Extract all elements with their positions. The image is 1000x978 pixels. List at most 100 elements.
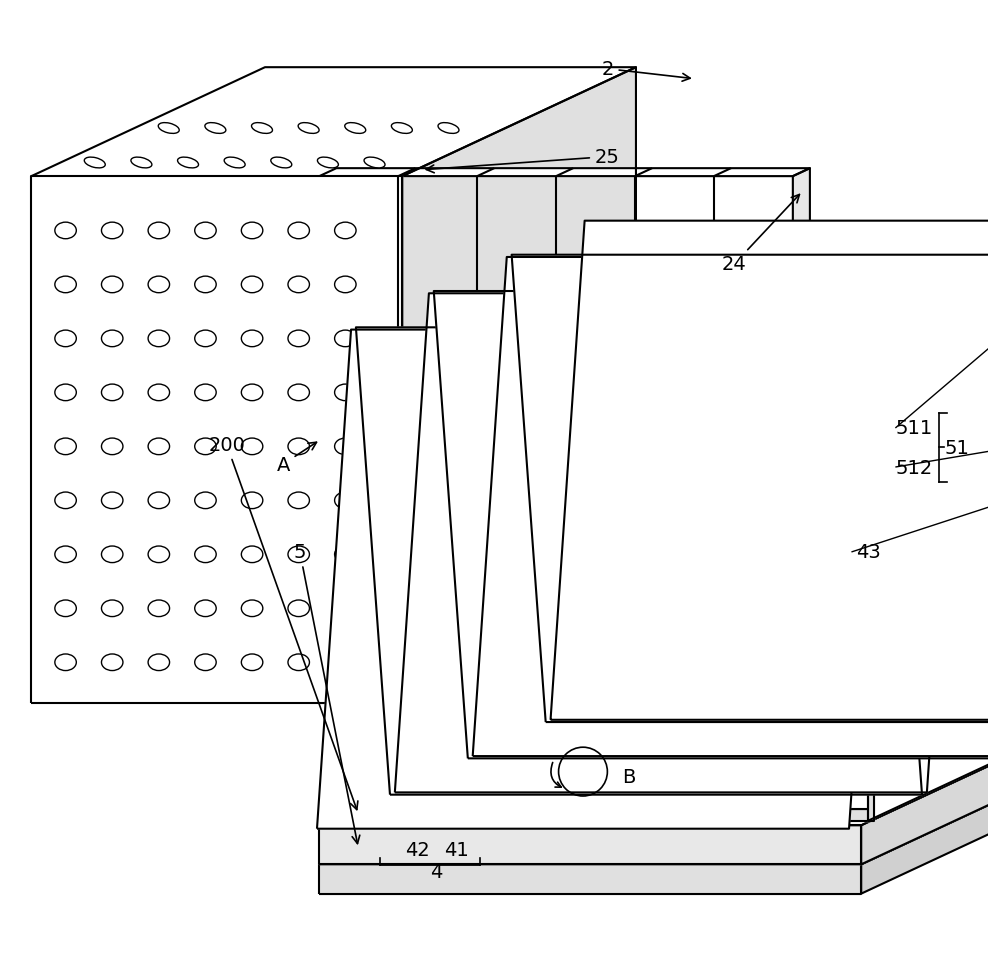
Polygon shape bbox=[319, 825, 861, 865]
Ellipse shape bbox=[148, 654, 170, 671]
Ellipse shape bbox=[55, 223, 76, 240]
Ellipse shape bbox=[101, 331, 123, 347]
Polygon shape bbox=[329, 809, 871, 821]
Text: B: B bbox=[622, 767, 635, 786]
Polygon shape bbox=[319, 177, 793, 703]
Ellipse shape bbox=[195, 654, 216, 671]
Ellipse shape bbox=[241, 438, 263, 455]
Ellipse shape bbox=[101, 600, 123, 617]
Text: 51: 51 bbox=[944, 438, 969, 458]
Ellipse shape bbox=[101, 493, 123, 510]
Ellipse shape bbox=[195, 331, 216, 347]
Polygon shape bbox=[31, 68, 636, 177]
Ellipse shape bbox=[241, 277, 263, 293]
Ellipse shape bbox=[335, 600, 356, 617]
Ellipse shape bbox=[241, 223, 263, 240]
Ellipse shape bbox=[288, 384, 309, 401]
Ellipse shape bbox=[55, 331, 76, 347]
Ellipse shape bbox=[84, 157, 105, 169]
Text: 43: 43 bbox=[856, 543, 881, 562]
Ellipse shape bbox=[288, 547, 309, 563]
Text: 24: 24 bbox=[722, 196, 799, 274]
Polygon shape bbox=[402, 68, 636, 703]
Ellipse shape bbox=[205, 123, 226, 134]
Ellipse shape bbox=[317, 157, 338, 169]
Ellipse shape bbox=[195, 600, 216, 617]
Polygon shape bbox=[319, 746, 1000, 865]
Ellipse shape bbox=[335, 438, 356, 455]
Ellipse shape bbox=[335, 654, 356, 671]
Ellipse shape bbox=[241, 547, 263, 563]
Ellipse shape bbox=[335, 331, 356, 347]
Ellipse shape bbox=[271, 157, 292, 169]
Ellipse shape bbox=[55, 438, 76, 455]
Polygon shape bbox=[512, 255, 1000, 723]
Ellipse shape bbox=[288, 493, 309, 510]
Ellipse shape bbox=[195, 223, 216, 240]
Ellipse shape bbox=[241, 493, 263, 510]
Text: 4: 4 bbox=[430, 862, 443, 881]
Ellipse shape bbox=[101, 438, 123, 455]
Ellipse shape bbox=[252, 123, 272, 134]
Ellipse shape bbox=[288, 331, 309, 347]
Polygon shape bbox=[473, 258, 1000, 756]
Polygon shape bbox=[317, 331, 883, 828]
Text: 2: 2 bbox=[601, 61, 690, 82]
Polygon shape bbox=[356, 328, 922, 795]
Ellipse shape bbox=[101, 654, 123, 671]
Polygon shape bbox=[871, 700, 1000, 821]
Ellipse shape bbox=[195, 493, 216, 510]
Text: 42: 42 bbox=[405, 840, 429, 860]
Ellipse shape bbox=[288, 438, 309, 455]
Ellipse shape bbox=[148, 600, 170, 617]
Ellipse shape bbox=[55, 600, 76, 617]
Ellipse shape bbox=[195, 438, 216, 455]
Text: 5: 5 bbox=[294, 543, 360, 844]
Ellipse shape bbox=[298, 123, 319, 134]
Ellipse shape bbox=[335, 493, 356, 510]
Ellipse shape bbox=[345, 123, 366, 134]
Polygon shape bbox=[319, 865, 861, 894]
Ellipse shape bbox=[335, 384, 356, 401]
Text: 511: 511 bbox=[895, 419, 933, 438]
Ellipse shape bbox=[195, 384, 216, 401]
Polygon shape bbox=[395, 294, 961, 792]
Ellipse shape bbox=[364, 157, 385, 169]
Ellipse shape bbox=[55, 654, 76, 671]
Ellipse shape bbox=[335, 223, 356, 240]
Ellipse shape bbox=[101, 223, 123, 240]
Text: 200: 200 bbox=[208, 435, 358, 810]
Polygon shape bbox=[861, 746, 1000, 894]
Ellipse shape bbox=[195, 547, 216, 563]
Ellipse shape bbox=[288, 223, 309, 240]
Ellipse shape bbox=[55, 547, 76, 563]
Ellipse shape bbox=[148, 331, 170, 347]
Ellipse shape bbox=[178, 157, 199, 169]
Ellipse shape bbox=[288, 654, 309, 671]
Polygon shape bbox=[319, 707, 1000, 825]
Ellipse shape bbox=[55, 277, 76, 293]
Text: 41: 41 bbox=[444, 840, 468, 860]
Text: 25: 25 bbox=[426, 148, 620, 174]
Ellipse shape bbox=[241, 384, 263, 401]
Ellipse shape bbox=[288, 600, 309, 617]
Ellipse shape bbox=[148, 547, 170, 563]
Ellipse shape bbox=[158, 123, 179, 134]
Ellipse shape bbox=[335, 277, 356, 293]
Ellipse shape bbox=[391, 123, 412, 134]
Ellipse shape bbox=[55, 493, 76, 510]
Polygon shape bbox=[329, 700, 1000, 809]
Ellipse shape bbox=[148, 438, 170, 455]
Text: 512: 512 bbox=[895, 458, 933, 477]
Ellipse shape bbox=[131, 157, 152, 169]
Polygon shape bbox=[434, 291, 1000, 759]
Ellipse shape bbox=[148, 277, 170, 293]
Ellipse shape bbox=[224, 157, 245, 169]
Text: A: A bbox=[277, 443, 316, 474]
Ellipse shape bbox=[241, 654, 263, 671]
Ellipse shape bbox=[101, 547, 123, 563]
Ellipse shape bbox=[148, 223, 170, 240]
Ellipse shape bbox=[241, 600, 263, 617]
Ellipse shape bbox=[288, 277, 309, 293]
Ellipse shape bbox=[101, 384, 123, 401]
